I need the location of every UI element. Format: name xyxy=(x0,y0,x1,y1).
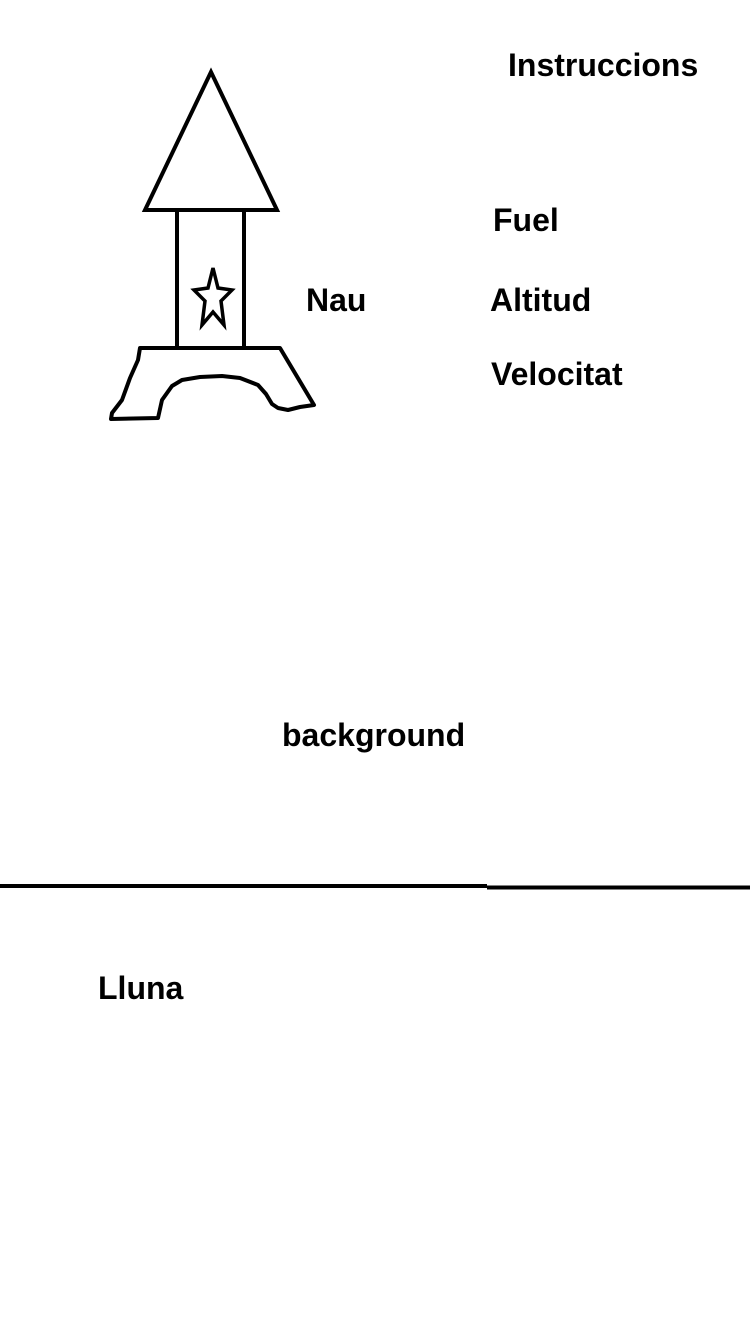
star-icon xyxy=(190,267,236,331)
rocket-ship[interactable] xyxy=(100,60,330,430)
rocket-nose xyxy=(141,67,281,212)
rocket-base xyxy=(109,346,316,421)
ship-label: Nau xyxy=(306,282,367,318)
instructions-button[interactable]: Instruccions xyxy=(508,47,699,83)
altitude-label: Altitud xyxy=(490,282,592,318)
background-label: background xyxy=(282,717,466,753)
moon-surface-line xyxy=(0,884,750,890)
velocity-label: Velocitat xyxy=(491,356,623,392)
fuel-label: Fuel xyxy=(493,202,559,238)
moon-label: Lluna xyxy=(98,970,184,1006)
